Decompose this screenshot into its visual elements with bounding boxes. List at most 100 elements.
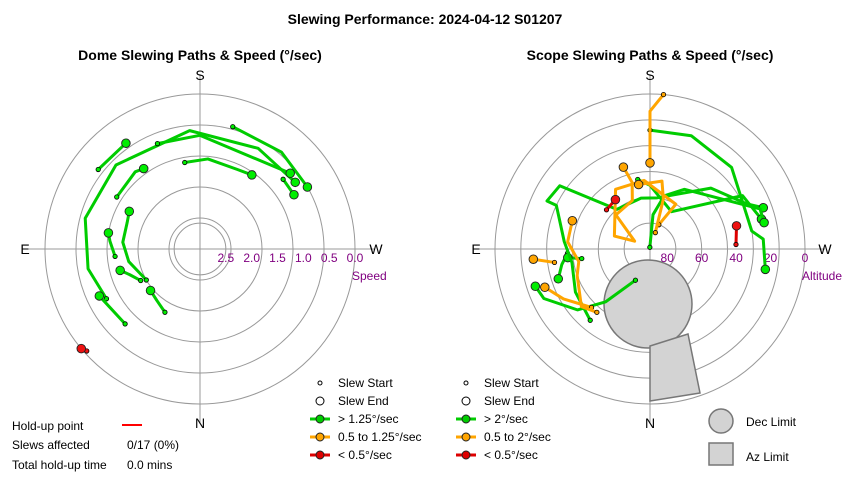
dome-paths	[76, 124, 313, 354]
scope-slew-path	[612, 165, 678, 243]
scope-slew-start	[660, 91, 667, 98]
scope-slew-end	[760, 264, 771, 275]
dome-slew-path	[96, 141, 128, 171]
dome-slew-end	[94, 291, 105, 301]
scope-slew-start	[647, 244, 653, 250]
scope-tick-label: 0	[802, 251, 809, 265]
scope-paths	[528, 91, 771, 323]
scope-slew-end	[610, 194, 621, 205]
dome-slew-end	[103, 228, 114, 238]
dome-slew-end	[247, 170, 257, 180]
dome-slew-path	[115, 167, 146, 199]
dome-slew-start	[112, 253, 118, 260]
dome-slew-end	[289, 189, 299, 200]
scope-slew-path	[648, 128, 767, 271]
dome-tick-label: 2.0	[243, 251, 260, 265]
dome-slew-path	[183, 157, 254, 177]
scope-legend-marker	[461, 450, 471, 460]
dome-radial-ticks: 2.5 2.0 1.5 1.0 0.5 0.0	[217, 251, 363, 265]
scope-slew-start	[652, 230, 658, 236]
scope-polar-plot: Scope Slewing Paths & Speed (°/sec) S N …	[471, 47, 842, 431]
scope-slew-path	[545, 184, 765, 322]
dome-slew-path	[97, 294, 127, 326]
dome-legend-end-marker	[315, 396, 325, 406]
scope-tick-label: 20	[764, 251, 778, 265]
scope-dir-bottom: N	[645, 415, 655, 431]
slews-affected-label: Slews affected	[12, 438, 90, 452]
scope-dir-left: E	[471, 241, 480, 257]
scope-slew-start	[603, 207, 610, 213]
dec-limit-label: Dec Limit	[746, 415, 797, 429]
scope-slew-path	[648, 187, 766, 249]
dome-title: Dome Slewing Paths & Speed (°/sec)	[78, 47, 322, 63]
dome-slew-end	[145, 285, 156, 296]
scope-title: Scope Slewing Paths & Speed (°/sec)	[527, 47, 774, 63]
dome-legend-marker	[315, 450, 325, 460]
scope-legend-start-marker	[463, 380, 469, 386]
slews-affected-value: 0/17 (0%)	[127, 438, 179, 452]
scope-slew-end	[759, 217, 769, 228]
dome-legend-label: Slew End	[338, 394, 389, 408]
dome-slew-start	[154, 141, 161, 147]
scope-legend-label: > 2°/sec	[484, 412, 528, 426]
dome-slew-path	[121, 209, 148, 282]
scope-slew-end	[530, 281, 541, 292]
scope-tick-label: 80	[661, 251, 675, 265]
scope-slew-start	[594, 309, 600, 315]
scope-slew-start	[551, 259, 558, 266]
dome-legend-start-marker	[317, 380, 323, 386]
holdup-label: Hold-up point	[12, 419, 84, 433]
dome-radial-label: Speed	[352, 269, 387, 283]
scope-dir-right: W	[818, 241, 832, 257]
dome-slew-end	[285, 168, 295, 179]
dome-slew-start	[138, 277, 144, 284]
scope-slew-end	[633, 179, 644, 190]
dome-slew-path	[83, 129, 297, 301]
scope-slew-end	[528, 254, 539, 264]
scope-legend-end-marker	[461, 396, 471, 406]
dome-slew-end	[138, 163, 149, 174]
dec-limit-swatch	[708, 408, 734, 434]
scope-slew-path	[637, 179, 665, 235]
dome-slew-start	[143, 277, 149, 283]
dome-slew-path	[155, 133, 292, 175]
scope-slew-start	[632, 277, 639, 283]
scope-slew-start	[587, 317, 593, 323]
total-holdup-label: Total hold-up time	[12, 458, 107, 472]
holdup-summary: Hold-up point Slews affected 0/17 (0%) T…	[12, 419, 179, 472]
scope-radial-ticks: 80 60 40 20 0	[661, 251, 809, 265]
total-holdup-value: 0.0 mins	[127, 458, 172, 472]
az-limit-label: Az Limit	[746, 450, 789, 464]
scope-legend-label: Slew Start	[484, 376, 539, 390]
scope-tick-label: 60	[695, 251, 709, 265]
dome-legend-label: > 1.25°/sec	[338, 412, 399, 426]
dome-slew-start	[95, 166, 101, 173]
scope-slew-path	[566, 219, 599, 314]
dome-tick-label: 2.5	[217, 251, 234, 265]
dome-slew-end	[290, 177, 300, 188]
dome-dir-right: W	[369, 241, 383, 257]
dome-tick-label: 1.5	[269, 251, 286, 265]
dome-legend: Slew Start Slew End > 1.25°/sec 0.5 to 1.25…	[310, 376, 422, 462]
scope-slew-end	[731, 221, 742, 231]
dome-slew-start	[182, 159, 188, 166]
dome-slew-start	[230, 124, 236, 130]
scope-legend-marker	[461, 414, 471, 424]
scope-legend-label: < 0.5°/sec	[484, 448, 538, 462]
dome-legend-label: Slew Start	[338, 376, 393, 390]
dome-slew-path	[231, 125, 309, 189]
limit-legend: Dec Limit Az Limit	[708, 408, 797, 466]
scope-slew-end	[540, 282, 550, 293]
scope-slew-start	[579, 255, 585, 262]
dome-grid	[25, 74, 375, 424]
scope-legend-label: 0.5 to 2°/sec	[484, 430, 551, 444]
dome-slew-start	[103, 296, 110, 302]
dec-limit-region	[603, 259, 693, 349]
dome-slew-start	[114, 194, 120, 200]
dome-tick-label: 0.0	[347, 251, 364, 265]
scope-legend: Slew Start Slew End > 2°/sec 0.5 to 2°/sec <…	[456, 376, 551, 462]
scope-slew-end	[618, 162, 629, 172]
scope-slew-path	[648, 93, 666, 165]
scope-slew-end	[645, 158, 655, 168]
dome-tick-label: 0.5	[321, 251, 338, 265]
